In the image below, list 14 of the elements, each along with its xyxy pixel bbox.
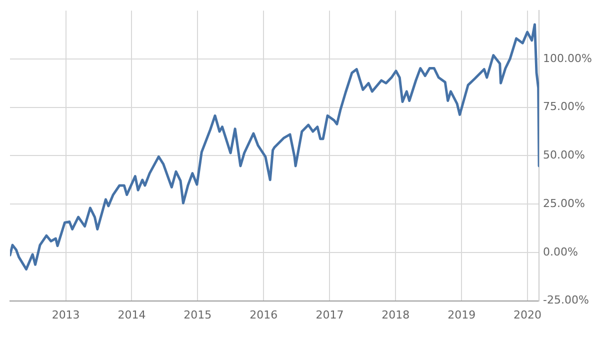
x-tick-label: 2013 [52,308,80,322]
x-tick-label: 2020 [514,308,542,322]
x-tick-label: 2019 [448,308,476,322]
y-tick-label: -25.00% [543,294,589,307]
y-tick-label: 25.00% [543,196,586,210]
x-tick-label: 2014 [118,308,146,322]
y-tick-label: 0.00% [543,245,578,258]
y-tick-label: 75.00% [543,100,586,114]
y-tick-label: 50.00% [543,148,586,162]
x-tick-label: 2018 [382,308,410,322]
y-tick-label: 100.00% [543,52,592,65]
x-tick-label: 2017 [316,308,344,322]
x-tick-label: 2015 [184,308,212,322]
x-tick-label: 2016 [250,308,278,322]
